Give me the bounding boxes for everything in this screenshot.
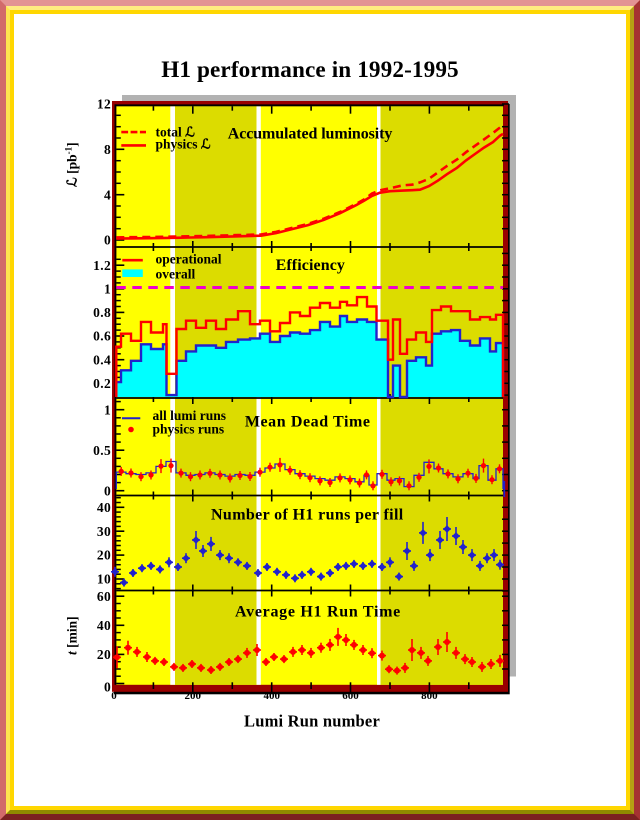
svg-text:600: 600 <box>342 690 359 702</box>
svg-text:H1 performance in 1992-1995: H1 performance in 1992-1995 <box>161 57 459 83</box>
svg-text:ℒ [pb-1]: ℒ [pb-1] <box>64 142 80 187</box>
svg-text:0.4: 0.4 <box>93 352 111 367</box>
svg-text:8: 8 <box>104 142 111 157</box>
svg-text:60: 60 <box>97 589 111 604</box>
svg-text:all lumi runs: all lumi runs <box>153 408 227 423</box>
svg-text:Mean Dead Time: Mean Dead Time <box>245 414 371 431</box>
svg-text:total ℒ: total ℒ <box>156 125 196 140</box>
svg-text:0.6: 0.6 <box>93 329 111 344</box>
svg-text:30: 30 <box>97 524 111 539</box>
svg-text:0.2: 0.2 <box>93 376 111 391</box>
svg-text:400: 400 <box>263 690 280 702</box>
svg-text:10: 10 <box>97 572 111 587</box>
svg-text:20: 20 <box>97 548 111 563</box>
svg-text:Lumi Run number: Lumi Run number <box>244 712 380 731</box>
svg-text:0: 0 <box>104 233 111 248</box>
svg-text:40: 40 <box>97 618 111 633</box>
svg-text:Accumulated luminosity: Accumulated luminosity <box>228 126 393 143</box>
svg-text:t [min]: t [min] <box>65 616 80 655</box>
svg-text:40: 40 <box>97 500 111 515</box>
svg-text:1.2: 1.2 <box>93 258 111 273</box>
svg-text:physics ℒ: physics ℒ <box>156 137 211 152</box>
svg-text:0: 0 <box>111 690 117 702</box>
svg-text:Average H1 Run Time: Average H1 Run Time <box>235 604 401 621</box>
svg-text:0: 0 <box>104 679 111 694</box>
svg-text:800: 800 <box>421 690 438 702</box>
svg-text:0: 0 <box>104 483 111 498</box>
svg-text:1: 1 <box>104 281 111 296</box>
svg-text:physics runs: physics runs <box>153 422 225 437</box>
svg-text:overall: overall <box>156 267 196 282</box>
svg-text:200: 200 <box>185 690 202 702</box>
svg-text:4: 4 <box>104 187 111 202</box>
svg-text:1: 1 <box>104 402 111 417</box>
svg-text:Number of H1 runs per fill: Number of H1 runs per fill <box>211 507 404 524</box>
svg-text:20: 20 <box>97 647 111 662</box>
svg-text:operational: operational <box>156 252 222 267</box>
svg-text:0.5: 0.5 <box>93 443 111 458</box>
svg-text:12: 12 <box>97 97 111 112</box>
svg-text:0.8: 0.8 <box>93 305 111 320</box>
svg-text:Efficiency: Efficiency <box>276 257 345 274</box>
